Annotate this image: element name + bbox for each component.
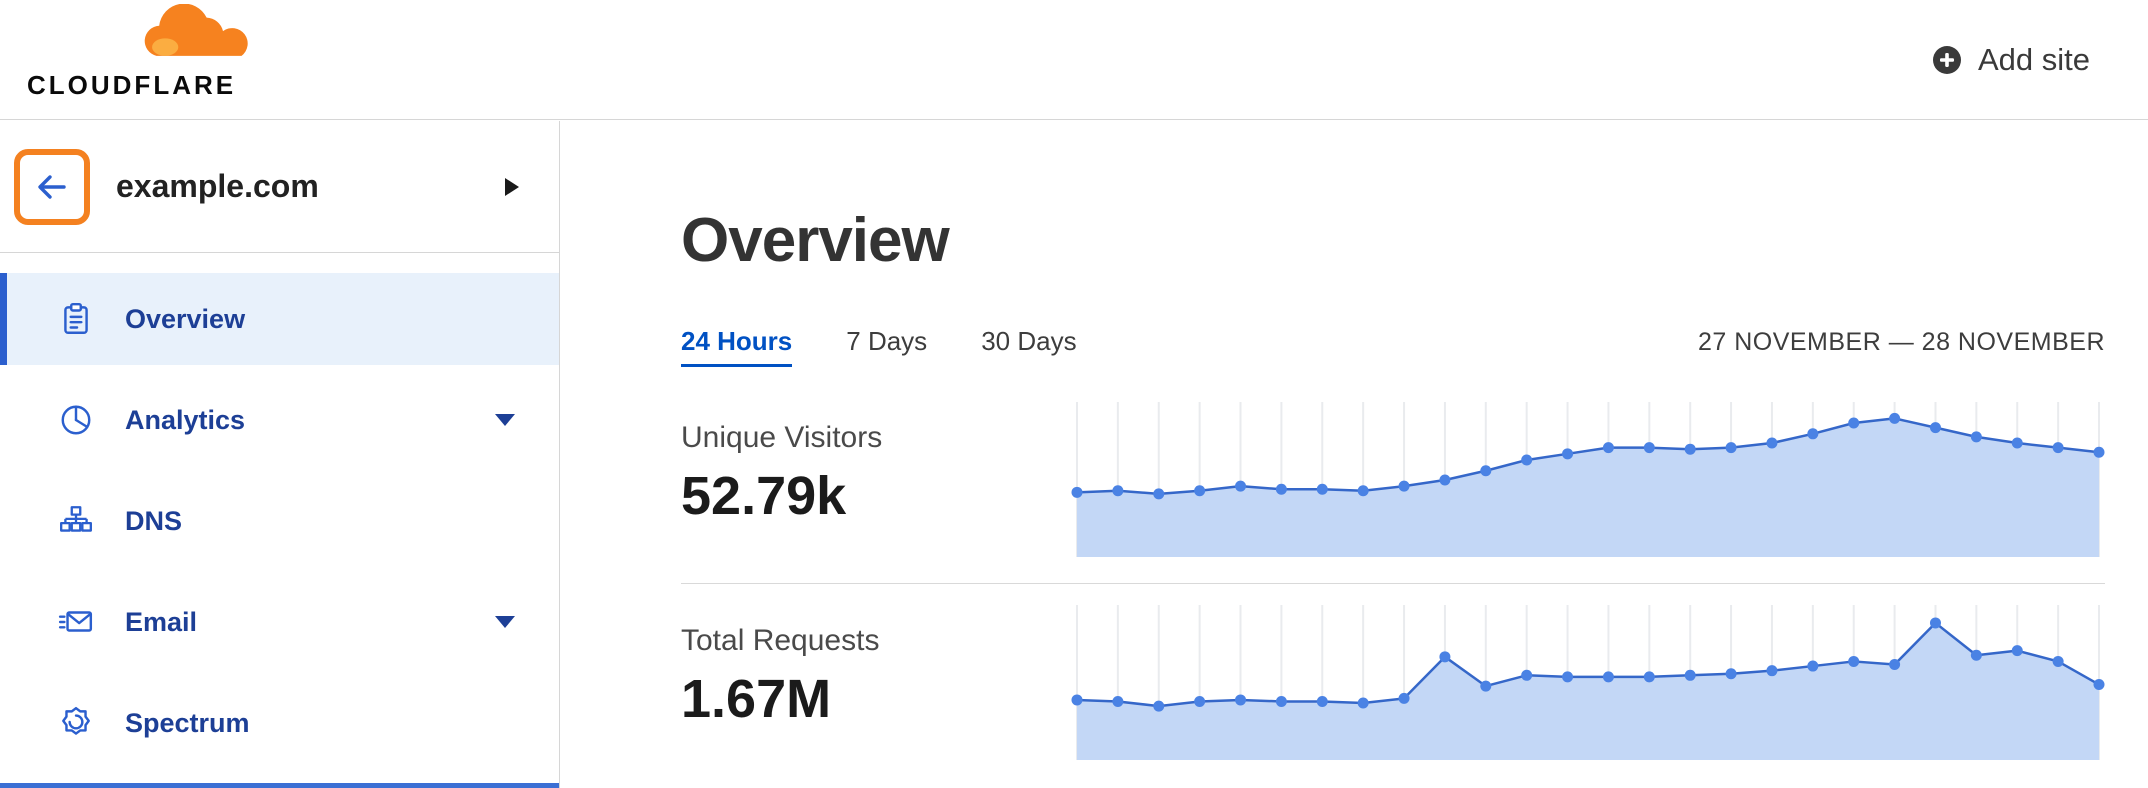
metric-value: 52.79k [681, 466, 847, 526]
cloudflare-logo[interactable]: CLOUDFLARE [27, 0, 277, 120]
sidebar-item-analytics[interactable]: Analytics [0, 374, 559, 466]
envelope-icon [57, 603, 95, 641]
site-switcher-chevron-icon[interactable] [505, 177, 519, 196]
chevron-down-icon[interactable] [495, 616, 515, 628]
unique-visitors-row: Unique Visitors 52.79k [681, 399, 2105, 557]
back-arrow-icon [33, 168, 71, 206]
metric-value: 1.67M [681, 669, 832, 729]
sidebar-item-overview[interactable]: Overview [0, 273, 559, 365]
sidebar-item-label: Overview [125, 303, 246, 334]
sidebar-item-dns[interactable]: DNS [0, 475, 559, 567]
plus-circle-icon [1931, 44, 1963, 76]
metric-label: Total Requests [681, 624, 880, 657]
tab-7-days[interactable]: 7 Days [846, 326, 928, 356]
top-header: CLOUDFLARE Add site [0, 0, 2148, 120]
section-divider [681, 583, 2105, 584]
sidebar-cutoff-item [0, 783, 559, 788]
sidebar-menu: Overview Analytics [0, 253, 559, 769]
metric-label: Unique Visitors [681, 421, 883, 454]
unique-visitors-chart [1071, 402, 2105, 557]
spectrum-icon [57, 704, 95, 742]
site-name: example.com [116, 168, 319, 204]
sidebar-item-label: Analytics [125, 404, 246, 435]
pie-chart-icon [57, 401, 95, 439]
total-requests-row: Total Requests 1.67M [681, 602, 2105, 760]
tab-24-hours[interactable]: 24 Hours [681, 326, 793, 367]
back-button[interactable] [14, 148, 90, 225]
site-switcher-row: example.com [0, 121, 559, 253]
date-range-label: 27 NOVEMBER — 28 NOVEMBER [1697, 328, 2105, 356]
clipboard-icon [57, 300, 95, 338]
total-requests-chart [1071, 605, 2105, 760]
sidebar-item-spectrum[interactable]: Spectrum [0, 677, 559, 769]
metric-info: Total Requests 1.67M [681, 602, 1071, 760]
sidebar-item-email[interactable]: Email [0, 576, 559, 668]
main-content: Overview 24 Hours 7 Days 30 Days 27 NOVE… [561, 121, 2148, 788]
add-site-button[interactable]: Add site [1931, 0, 2090, 120]
sitemap-icon [57, 502, 95, 540]
sidebar-item-label: DNS [125, 505, 183, 536]
chevron-down-icon[interactable] [495, 414, 515, 426]
page-title: Overview [681, 206, 950, 275]
sidebar: example.com Overview [0, 121, 560, 788]
tab-30-days[interactable]: 30 Days [981, 326, 1077, 356]
sidebar-item-label: Email [125, 606, 198, 637]
time-range-tabs: 24 Hours 7 Days 30 Days 27 NOVEMBER — 28… [681, 326, 2105, 367]
cloudflare-wordmark: CLOUDFLARE [27, 70, 237, 100]
metric-info: Unique Visitors 52.79k [681, 399, 1071, 557]
sidebar-item-label: Spectrum [125, 707, 250, 738]
cloudflare-cloud-icon [139, 3, 259, 69]
add-site-label: Add site [1977, 42, 2090, 77]
